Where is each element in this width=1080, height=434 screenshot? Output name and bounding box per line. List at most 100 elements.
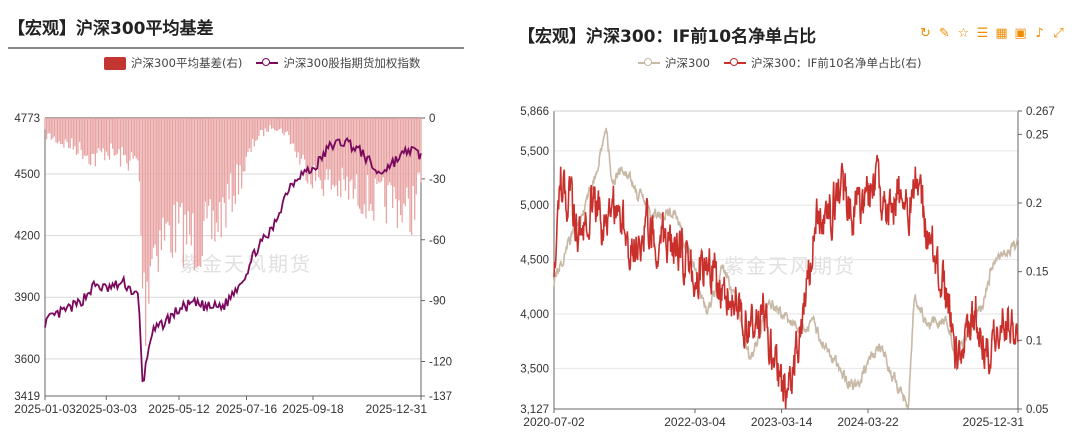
- bar: [357, 118, 359, 206]
- edit-icon[interactable]: ✎: [939, 26, 950, 41]
- bar: [49, 118, 51, 134]
- bar: [414, 118, 416, 220]
- chart-title: 【宏观】沪深300：IF前10名净单占比: [518, 27, 817, 47]
- y-left-tick-label: 4500: [14, 169, 40, 181]
- bar: [168, 118, 170, 226]
- bar: [137, 118, 139, 161]
- basis-bars: [44, 118, 422, 346]
- y-right-tick-label: -137: [429, 391, 452, 403]
- x-tick-label: 2025-07-16: [216, 402, 278, 416]
- bell-icon[interactable]: ♪: [1035, 26, 1044, 41]
- bar: [258, 118, 260, 136]
- bar: [255, 118, 257, 141]
- list-icon[interactable]: ☰: [976, 26, 989, 41]
- bar: [127, 118, 130, 171]
- bar: [80, 118, 82, 150]
- bar: [233, 118, 235, 196]
- bar: [322, 118, 325, 197]
- bar: [399, 118, 402, 216]
- bar: [346, 118, 348, 177]
- bar: [324, 118, 326, 180]
- bar: [341, 118, 343, 168]
- bar: [239, 118, 241, 166]
- bar: [381, 118, 383, 182]
- bar: [340, 118, 342, 198]
- basis-chart: 3419 3600 3900 4200 4500 4773 0 -30 -60 -90 -120 -1…: [14, 113, 452, 416]
- bar: [217, 118, 219, 233]
- panel-basis: 【宏观】沪深300平均基差 沪深300平均基差(右) 沪深300股指期货加权指数…: [0, 0, 470, 434]
- legend-label: 沪深300股指期货加权指数: [283, 56, 421, 70]
- bar: [159, 118, 161, 231]
- bar: [160, 118, 163, 251]
- bar: [55, 118, 57, 143]
- bar: [184, 118, 186, 215]
- y-right-tick-label: 0.1: [1026, 335, 1042, 347]
- bar: [292, 118, 295, 144]
- bar: [374, 118, 377, 179]
- bar: [219, 118, 221, 203]
- star-icon[interactable]: ☆: [957, 26, 970, 41]
- refresh-icon[interactable]: ↻: [920, 26, 931, 41]
- legend-item-net-ratio[interactable]: 沪深300：IF前10名净单占比(右): [723, 55, 922, 71]
- bar: [311, 118, 314, 189]
- image-icon[interactable]: ▣: [1014, 26, 1027, 41]
- x-tick-label: 2025-12-31: [366, 402, 428, 416]
- legend-item-csi300[interactable]: 沪深300: [638, 55, 710, 71]
- legend-item-index[interactable]: 沪深300股指期货加权指数: [256, 55, 420, 71]
- x-tick-label: 2025-03-03: [76, 402, 138, 416]
- bar: [313, 118, 315, 165]
- bar: [207, 118, 210, 206]
- bar: [211, 118, 213, 240]
- x-tick-label: 2025-09-18: [282, 402, 344, 416]
- bar: [115, 118, 117, 156]
- bar: [388, 118, 391, 183]
- bar: [206, 118, 208, 219]
- bar: [308, 118, 310, 175]
- bar: [104, 118, 106, 161]
- bar: [241, 118, 243, 189]
- bar: [214, 118, 216, 242]
- bar: [64, 118, 67, 140]
- bar: [215, 118, 218, 223]
- bar: [61, 118, 63, 145]
- bar: [310, 118, 312, 185]
- bar: [193, 118, 196, 270]
- bar: [112, 118, 114, 149]
- bar: [78, 118, 81, 142]
- legend-item-basis[interactable]: 沪深300平均基差(右): [104, 55, 242, 71]
- expand-icon[interactable]: ⤢: [1053, 26, 1064, 41]
- bar: [56, 118, 59, 144]
- y-right-tick-label: -60: [429, 235, 446, 247]
- bar: [418, 118, 421, 173]
- bar: [330, 118, 332, 190]
- bar: [108, 118, 111, 160]
- bar: [365, 118, 367, 219]
- bar: [71, 118, 73, 139]
- bar: [138, 118, 141, 182]
- bar: [410, 118, 413, 235]
- bar: [181, 118, 183, 203]
- bar: [390, 118, 392, 186]
- bar: [314, 118, 317, 182]
- bar: [376, 118, 378, 185]
- bar: [129, 118, 131, 161]
- bar: [124, 118, 126, 156]
- bar: [248, 118, 251, 149]
- bar: [93, 118, 95, 154]
- bar: [118, 118, 120, 150]
- bar: [291, 118, 293, 144]
- bar: [88, 118, 90, 164]
- bar: [223, 118, 225, 203]
- table-icon[interactable]: ▦: [995, 26, 1008, 41]
- x-tick-label: 2024-03-22: [837, 415, 899, 429]
- legend-label: 沪深300：IF前10名净单占比(右): [750, 56, 922, 70]
- bar: [196, 118, 199, 267]
- chart-toolbar: ↻ ✎ ☆ ☰ ▦ ▣ ♪ ⤢: [918, 26, 1066, 41]
- bar: [343, 118, 345, 180]
- y-left-tick-label: 4,000: [520, 309, 549, 321]
- bar: [44, 118, 46, 130]
- legend: 沪深300平均基差(右) 沪深300股指期货加权指数: [104, 55, 420, 71]
- bar: [222, 118, 224, 198]
- bar: [195, 118, 197, 267]
- bar: [303, 118, 306, 160]
